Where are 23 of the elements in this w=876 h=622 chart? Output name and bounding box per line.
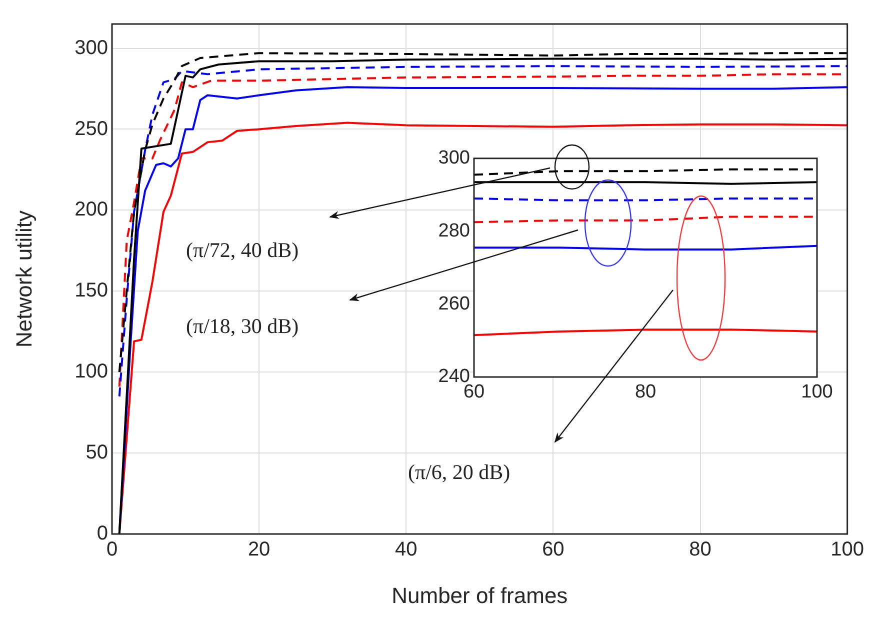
x-tick-label: 40 (395, 538, 418, 561)
x-tick-label: 100 (801, 382, 833, 403)
y-axis-title: Network utility (11, 210, 36, 348)
y-tick-label: 150 (74, 280, 108, 302)
y-tick-label: 280 (438, 220, 470, 242)
annotation: (π/72, 40 dB) (186, 238, 299, 263)
y-tick-label: 260 (438, 293, 470, 314)
y-tick-label: 300 (74, 36, 108, 59)
y-tick-label: 50 (86, 442, 108, 464)
y-tick-label: 250 (74, 118, 108, 140)
annotation: (π/6, 20 dB) (408, 460, 510, 485)
x-tick-label: 20 (248, 538, 270, 561)
y-tick-label: 100 (74, 360, 108, 383)
y-tick-label: 0 (96, 522, 108, 545)
x-tick-label: 80 (634, 382, 656, 403)
y-tick-label: 200 (74, 198, 108, 221)
x-tick-label: 100 (830, 538, 864, 561)
x-tick-label: 60 (463, 382, 485, 403)
y-tick-label: 300 (438, 148, 470, 169)
x-tick-label: 80 (689, 538, 712, 561)
x-axis-title: Number of frames (392, 582, 568, 608)
annotation: (π/18, 30 dB) (186, 314, 299, 339)
x-tick-label: 60 (542, 538, 564, 561)
